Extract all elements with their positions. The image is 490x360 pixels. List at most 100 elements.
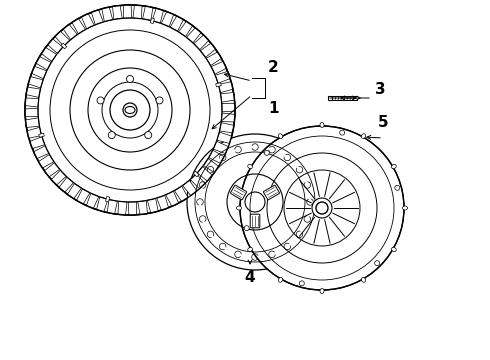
Polygon shape — [128, 202, 137, 215]
Polygon shape — [219, 82, 233, 93]
Polygon shape — [193, 171, 199, 177]
FancyBboxPatch shape — [250, 214, 260, 228]
Polygon shape — [102, 7, 113, 22]
Polygon shape — [206, 52, 221, 66]
Polygon shape — [41, 48, 57, 62]
Ellipse shape — [361, 278, 366, 282]
Ellipse shape — [125, 107, 135, 113]
Circle shape — [244, 226, 249, 231]
Polygon shape — [194, 35, 209, 50]
Circle shape — [25, 5, 235, 215]
Polygon shape — [86, 193, 99, 208]
Polygon shape — [150, 18, 154, 23]
Circle shape — [240, 126, 404, 290]
Polygon shape — [55, 31, 70, 46]
Polygon shape — [221, 113, 235, 122]
Polygon shape — [25, 98, 39, 107]
Polygon shape — [30, 137, 45, 149]
Text: 2: 2 — [268, 60, 279, 75]
Ellipse shape — [320, 288, 324, 293]
Circle shape — [97, 97, 104, 104]
FancyBboxPatch shape — [230, 185, 246, 200]
Polygon shape — [216, 83, 221, 87]
Polygon shape — [118, 201, 127, 215]
Polygon shape — [105, 197, 110, 202]
Polygon shape — [220, 93, 235, 102]
Polygon shape — [215, 71, 230, 83]
Polygon shape — [174, 186, 188, 202]
Circle shape — [299, 281, 304, 286]
Polygon shape — [178, 21, 193, 37]
Polygon shape — [68, 183, 81, 199]
Ellipse shape — [320, 122, 324, 127]
Polygon shape — [25, 108, 38, 117]
Circle shape — [395, 185, 400, 190]
Polygon shape — [76, 189, 90, 204]
Polygon shape — [157, 195, 169, 210]
Ellipse shape — [278, 278, 283, 282]
Polygon shape — [27, 127, 42, 138]
Polygon shape — [59, 177, 74, 192]
Ellipse shape — [402, 206, 408, 210]
Ellipse shape — [248, 247, 252, 252]
Polygon shape — [220, 122, 234, 133]
FancyBboxPatch shape — [264, 185, 279, 200]
Polygon shape — [200, 43, 216, 58]
Circle shape — [108, 131, 115, 139]
Ellipse shape — [278, 134, 283, 139]
Polygon shape — [63, 24, 77, 40]
Polygon shape — [72, 19, 86, 34]
Circle shape — [123, 103, 137, 117]
Polygon shape — [197, 166, 212, 181]
Polygon shape — [31, 66, 47, 79]
Polygon shape — [143, 6, 153, 21]
Polygon shape — [211, 62, 226, 74]
Circle shape — [340, 130, 344, 135]
Polygon shape — [166, 191, 178, 206]
Polygon shape — [147, 198, 158, 213]
Polygon shape — [92, 10, 103, 25]
Polygon shape — [183, 180, 197, 195]
Circle shape — [375, 261, 380, 266]
Circle shape — [316, 202, 328, 214]
Ellipse shape — [392, 247, 396, 252]
Text: 5: 5 — [378, 115, 388, 130]
Polygon shape — [61, 43, 67, 49]
Polygon shape — [107, 199, 118, 214]
Text: 4: 4 — [245, 270, 255, 285]
Polygon shape — [217, 132, 232, 143]
Polygon shape — [203, 158, 219, 172]
Polygon shape — [123, 5, 132, 18]
Circle shape — [187, 134, 323, 270]
FancyBboxPatch shape — [327, 96, 332, 100]
Polygon shape — [97, 197, 108, 212]
Polygon shape — [28, 77, 43, 88]
Polygon shape — [45, 163, 60, 177]
Polygon shape — [39, 133, 44, 138]
Polygon shape — [25, 118, 39, 127]
Polygon shape — [36, 57, 51, 70]
Polygon shape — [209, 150, 224, 163]
Polygon shape — [39, 154, 54, 168]
Polygon shape — [213, 141, 228, 154]
Ellipse shape — [361, 134, 366, 139]
Circle shape — [126, 76, 133, 82]
Ellipse shape — [237, 206, 242, 210]
Polygon shape — [222, 103, 235, 112]
Circle shape — [312, 198, 332, 218]
Ellipse shape — [248, 165, 252, 168]
Polygon shape — [81, 14, 94, 29]
Polygon shape — [152, 8, 164, 23]
Polygon shape — [51, 170, 66, 185]
Polygon shape — [113, 5, 122, 19]
Circle shape — [145, 131, 152, 139]
Circle shape — [156, 97, 163, 104]
Polygon shape — [26, 87, 40, 98]
Polygon shape — [138, 201, 147, 215]
Polygon shape — [190, 174, 205, 189]
Circle shape — [264, 150, 270, 156]
Text: 1: 1 — [268, 101, 278, 116]
Polygon shape — [34, 146, 49, 159]
Polygon shape — [170, 16, 183, 31]
Polygon shape — [133, 5, 142, 19]
